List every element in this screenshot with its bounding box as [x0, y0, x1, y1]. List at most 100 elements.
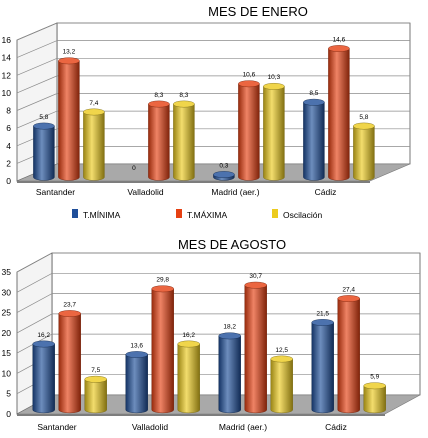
- bar-minima-santander-body: [32, 343, 55, 414]
- x-tick-label: Cádiz: [325, 422, 347, 432]
- gridline: [16, 93, 410, 111]
- bar-maxima-madrid-aer-body: [238, 83, 260, 181]
- bars: 5,8 13,2 7,4 0 8,3 8,3 0,3 10,6 10,3 8,5 14,6 5,8: [33, 36, 375, 181]
- chart-agosto: MES DE AGOSTO 0510152025303516,223,77,51…: [2, 237, 421, 432]
- gridline: [16, 252, 420, 273]
- bar-minima-cadiz-cap: [303, 98, 325, 106]
- bar-maxima-valladolid-cap: [148, 100, 170, 108]
- bar-maxima-santander-cap: [58, 57, 80, 65]
- data-label: 8,3: [179, 92, 188, 99]
- bar-oscilacion-madrid-aer-cap: [263, 83, 285, 90]
- bar-oscilacion-cadiz: 5,9: [363, 374, 386, 414]
- bar-oscilacion-santander: 7,4: [83, 100, 105, 181]
- bar-oscilacion-valladolid-body: [177, 343, 200, 414]
- bar-minima-cadiz: 21,5: [311, 310, 334, 414]
- y-tick-label: 10: [2, 88, 12, 98]
- bar-oscilacion-madrid-aer-body: [270, 358, 293, 414]
- x-tick-label: Madrid (aer.): [219, 422, 267, 432]
- gridline: [16, 40, 410, 58]
- gridline: [16, 146, 410, 164]
- y-tick-label: 0: [6, 176, 11, 186]
- bar-maxima-madrid-aer-body: [244, 284, 267, 414]
- data-label: 5,9: [370, 374, 379, 381]
- legend: T.MÍNIMA T.MÁXIMA Oscilación: [72, 209, 322, 220]
- legend-label-oscilacion: Oscilación: [283, 210, 322, 220]
- data-label: 12,5: [275, 347, 288, 354]
- legend-swatch-maxima: [176, 209, 182, 218]
- bar-oscilacion-valladolid: 8,3: [173, 92, 195, 181]
- data-label: 27,4: [342, 286, 355, 293]
- bar-minima-cadiz-cap: [311, 319, 334, 326]
- data-label: 8,5: [309, 90, 318, 97]
- data-label: 23,7: [63, 301, 76, 308]
- x-axis-labels: Santander Valladolid Madrid (aer.) Cádiz: [36, 187, 336, 197]
- x-tick-label: Santander: [36, 187, 75, 197]
- y-tick-label: 8: [6, 106, 11, 116]
- bar-maxima-cadiz-body: [337, 298, 360, 414]
- bar-minima-santander-cap: [33, 122, 55, 130]
- gridline: [16, 57, 410, 76]
- bar-minima-madrid-aer-body: [218, 335, 241, 414]
- bar-maxima-madrid-aer: 30,7: [244, 273, 267, 414]
- bar-oscilacion-santander-cap: [84, 375, 107, 383]
- data-label: 7,5: [91, 367, 100, 374]
- bar-oscilacion-cadiz-body: [363, 385, 386, 414]
- bar-minima-cadiz-body: [311, 322, 334, 414]
- bar-oscilacion-madrid-aer-cap: [270, 355, 293, 363]
- bar-maxima-valladolid-body: [151, 288, 174, 414]
- bar-group-santander: 5,8 13,2 7,4: [33, 49, 105, 181]
- chart-enero: MES DE ENERO T.MÍNIMA T.MÁXIMA Oscilació…: [2, 4, 411, 220]
- y-tick-label: 30: [2, 287, 12, 297]
- bar-maxima-santander-body: [58, 60, 80, 181]
- y-tick-label: 16: [2, 35, 12, 45]
- bar-maxima-santander: 13,2: [58, 49, 80, 181]
- bar-group-santander: 16,2 23,7 7,5: [32, 301, 107, 414]
- x-tick-label: Valladolid: [127, 187, 164, 197]
- bar-maxima-valladolid-cap: [151, 285, 174, 293]
- gridline: [16, 313, 420, 334]
- gridline: [16, 75, 410, 94]
- y-tick-label: 12: [2, 70, 12, 80]
- x-tick-label: Madrid (aer.): [211, 187, 259, 197]
- y-tick-label: 2: [6, 158, 11, 168]
- bar-maxima-cadiz-cap: [337, 295, 360, 302]
- y-tick-label: 6: [6, 123, 11, 133]
- data-label: 0: [132, 165, 136, 172]
- gridline: [16, 128, 410, 147]
- bar-minima-santander-body: [33, 125, 55, 181]
- bar-maxima-cadiz-body: [328, 48, 350, 181]
- bar-minima-madrid-aer: 18,2: [218, 324, 241, 414]
- data-label: 8,3: [154, 92, 163, 99]
- bar-minima-cadiz: 8,5: [303, 90, 325, 181]
- y-tick-label: 15: [2, 348, 12, 358]
- data-label: 21,5: [316, 310, 329, 317]
- bar-maxima-santander: 23,7: [58, 301, 81, 414]
- bar-oscilacion-madrid-aer: 12,5: [270, 347, 293, 414]
- data-label: 13,6: [130, 342, 143, 349]
- bar-group-cadiz: 21,5 27,4 5,9: [311, 286, 386, 414]
- y-tick-label: 5: [6, 389, 11, 399]
- data-label: 13,2: [63, 49, 76, 56]
- bar-minima-cadiz-body: [303, 102, 325, 181]
- bar-maxima-valladolid: 29,8: [151, 277, 174, 414]
- bar-oscilacion-valladolid-cap: [177, 340, 200, 348]
- data-label: 10,6: [243, 72, 256, 79]
- bar-group-valladolid: 13,6 29,8 16,2: [125, 277, 200, 414]
- data-label: 16,2: [37, 332, 50, 339]
- gridline: [16, 110, 410, 129]
- y-tick-label: 14: [2, 53, 12, 63]
- gridline: [16, 333, 420, 354]
- bar-oscilacion-valladolid-body: [173, 103, 195, 181]
- data-label: 0,3: [219, 162, 228, 169]
- bar-maxima-valladolid: 8,3: [148, 92, 170, 181]
- y-tick-label: 35: [2, 267, 12, 277]
- legend-label-maxima: T.MÁXIMA: [187, 210, 227, 220]
- bar-group-valladolid: 0 8,3 8,3: [132, 92, 195, 181]
- bar-minima-valladolid: 13,6: [125, 342, 148, 414]
- bar-minima-santander: 16,2: [32, 332, 55, 414]
- bar-minima-madrid-aer: 0,3: [213, 162, 235, 181]
- data-label: 5,8: [39, 114, 48, 121]
- data-label: 14,6: [333, 36, 346, 43]
- bar-minima-valladolid-cap: [125, 351, 148, 358]
